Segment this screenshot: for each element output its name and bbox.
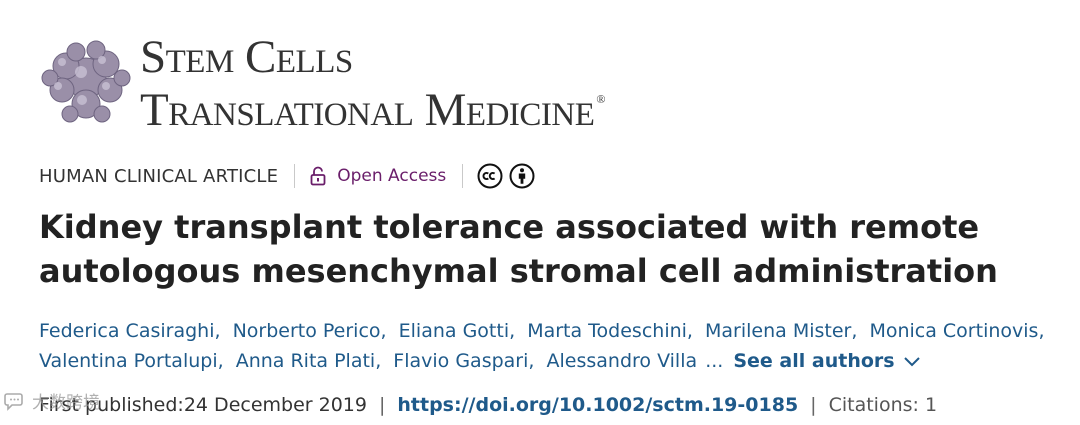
open-lock-icon bbox=[310, 166, 326, 186]
author-separator: , bbox=[686, 320, 693, 342]
chat-bubble-icon bbox=[4, 392, 23, 411]
author-separator: , bbox=[528, 350, 535, 372]
author-separator: , bbox=[851, 320, 858, 342]
author-link[interactable]: Valentina Portalupi bbox=[39, 350, 218, 372]
see-all-authors-label: See all authors bbox=[733, 350, 895, 372]
divider bbox=[294, 164, 296, 188]
author-link[interactable]: Monica Cortinovis bbox=[869, 320, 1039, 342]
journal-name-line2-text: Translational Medicine bbox=[140, 84, 595, 136]
author-separator: , bbox=[217, 350, 224, 372]
author-link[interactable]: Marta Todeschini bbox=[527, 320, 687, 342]
journal-logo[interactable]: Stem Cells Translational Medicine ® bbox=[36, 28, 676, 138]
article-meta-row: HUMAN CLINICAL ARTICLE Open Access bbox=[39, 159, 535, 193]
journal-name-line2: Translational Medicine ® bbox=[140, 87, 605, 134]
cell-cluster-logo-icon bbox=[41, 40, 131, 123]
divider: | bbox=[378, 394, 386, 416]
author-separator: , bbox=[509, 320, 516, 342]
journal-name: Stem Cells Translational Medicine ® bbox=[140, 34, 605, 134]
author-link[interactable]: Flavio Gaspari bbox=[393, 350, 529, 372]
author-separator: , bbox=[375, 350, 382, 372]
author-separator: , bbox=[1038, 320, 1045, 342]
first-published-label: First published: bbox=[39, 394, 184, 416]
open-access-label: Open Access bbox=[337, 166, 447, 186]
author-separator: , bbox=[214, 320, 221, 342]
author-link[interactable]: Marilena Mister bbox=[705, 320, 852, 342]
divider bbox=[462, 164, 464, 188]
citations-count[interactable]: Citations: 1 bbox=[828, 394, 938, 416]
author-link[interactable]: Eliana Gotti bbox=[398, 320, 510, 342]
divider: | bbox=[810, 394, 817, 416]
author-ellipsis: ... bbox=[705, 350, 724, 372]
trademark-symbol: ® bbox=[596, 92, 606, 106]
author-list: Federica Casiraghi, Norberto Perico, Eli… bbox=[39, 316, 1069, 376]
author-link[interactable]: Anna Rita Plati bbox=[235, 350, 376, 372]
license-icons[interactable] bbox=[477, 163, 535, 189]
author-link[interactable]: Norberto Perico bbox=[232, 320, 381, 342]
published-date: 24 December 2019 bbox=[183, 394, 367, 416]
publication-info-row: First published: 24 December 2019 | http… bbox=[39, 394, 937, 416]
author-link[interactable]: Alessandro Villa bbox=[546, 350, 698, 372]
author-link[interactable]: Federica Casiraghi bbox=[39, 320, 215, 342]
chevron-down-icon bbox=[903, 356, 920, 366]
doi-link[interactable]: https://doi.org/10.1002/sctm.19-0185 bbox=[397, 394, 799, 416]
article-title: Kidney transplant tolerance associated w… bbox=[39, 208, 998, 290]
attribution-icon[interactable] bbox=[509, 163, 535, 189]
author-separator: , bbox=[380, 320, 387, 342]
article-type: HUMAN CLINICAL ARTICLE bbox=[39, 165, 279, 187]
journal-name-line1: Stem Cells bbox=[140, 31, 353, 83]
see-all-authors-link[interactable]: See all authors bbox=[733, 350, 920, 372]
creative-commons-icon[interactable] bbox=[477, 163, 503, 189]
